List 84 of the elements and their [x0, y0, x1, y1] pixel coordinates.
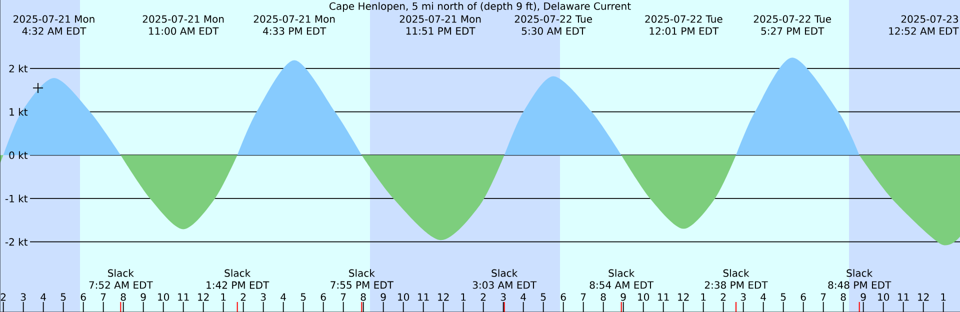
y-tick-label: 2 kt [9, 64, 28, 72]
annotation: 2:38 PM EDT [704, 281, 768, 289]
annotation: 2025-07-21 Mon [14, 15, 94, 23]
x-tick-label: 10 [638, 293, 650, 301]
x-tick-label: 2 [480, 293, 486, 301]
x-tick-label: 5 [540, 293, 546, 301]
x-tick-label: 8 [360, 293, 366, 301]
x-tick-label: 1 [221, 293, 226, 301]
annotation: 2025-07-22 Tue [645, 15, 722, 23]
annotation: Slack [608, 269, 635, 277]
x-tick-label: 3 [260, 293, 266, 301]
x-tick-label: 4 [520, 293, 526, 301]
annotation: Slack [108, 269, 134, 277]
x-tick-label: 9 [860, 293, 866, 301]
x-tick-label: 3 [20, 293, 26, 301]
x-tick-label: 2 [0, 293, 6, 301]
x-tick-label: 11 [178, 293, 189, 301]
x-tick-label: 12 [438, 293, 449, 301]
annotation: 11:51 PM EDT [406, 27, 476, 35]
x-tick-label: 9 [380, 293, 386, 301]
x-tick-label: 12 [198, 293, 209, 301]
x-tick-label: 5 [60, 293, 66, 301]
x-tick-label: 7 [340, 293, 346, 301]
annotation: 5:27 PM EDT [761, 27, 824, 35]
x-tick-label: 11 [898, 293, 909, 301]
x-tick-label: 2 [240, 293, 246, 301]
x-tick-label: 10 [878, 293, 890, 301]
y-tick-label: -2 kt [5, 238, 28, 246]
x-tick-label: 1 [701, 293, 706, 301]
x-tick-label: 6 [560, 293, 566, 301]
annotation: 2025-07-22 Tue [754, 15, 831, 23]
annotation: 2025-07-22 Tue [514, 15, 592, 23]
annotation: 12:52 AM EDT [889, 27, 959, 35]
x-tick-label: 12 [918, 293, 929, 301]
y-tick-label: -1 kt [5, 194, 28, 202]
x-tick-label: 1 [461, 293, 466, 301]
annotation: 11:00 AM EDT [149, 27, 219, 35]
x-tick-label: 10 [398, 293, 410, 301]
x-tick-label: 6 [320, 293, 326, 301]
x-tick-label: 11 [658, 293, 669, 301]
x-tick-label: 6 [80, 293, 86, 301]
x-tick-label: 8 [600, 293, 606, 301]
annotation: 2025-07-23 [901, 15, 958, 23]
x-tick-label: 7 [580, 293, 586, 301]
y-tick-label: 1 kt [10, 108, 28, 116]
x-tick-label: 4 [760, 293, 766, 301]
x-tick-label: 3 [500, 293, 506, 301]
annotation: Slack [224, 269, 251, 277]
annotation: 5:30 AM EDT [522, 27, 586, 35]
x-tick-label: 5 [300, 293, 306, 301]
annotation: Slack [723, 269, 750, 277]
annotation: 2025-07-21 Mon [400, 15, 481, 23]
x-tick-label: 6 [800, 293, 806, 301]
x-tick-label: 1 [941, 293, 946, 301]
annotation: Slack [846, 269, 873, 277]
annotation: 2025-07-21 Mon [254, 15, 335, 23]
x-tick-label: 3 [740, 293, 746, 301]
x-tick-label: 9 [140, 293, 146, 301]
annotation: Slack [349, 269, 375, 277]
annotation: 2025-07-21 Mon [142, 15, 224, 23]
annotation: Slack [492, 269, 518, 277]
annotation: 4:32 AM EDT [22, 27, 86, 35]
x-tick-label: 7 [820, 293, 826, 301]
x-tick-label: 4 [40, 293, 46, 301]
annotation: 4:33 PM EDT [263, 27, 326, 35]
annotation: 7:55 PM EDT [330, 281, 394, 289]
x-tick-label: 7 [100, 293, 106, 301]
annotation: 8:54 AM EDT [590, 281, 654, 289]
annotation: 3:03 AM EDT [472, 281, 537, 289]
annotation: 1:42 PM EDT [206, 281, 270, 289]
x-tick-label: 5 [780, 293, 786, 301]
chart-title: Cape Henlopen, 5 mi north of (depth 9 ft), Delaware Current [330, 2, 631, 12]
x-tick-label: 4 [280, 293, 286, 301]
x-tick-label: 10 [158, 293, 170, 301]
y-tick-label: 0 kt [9, 151, 28, 160]
x-tick-label: 8 [840, 293, 846, 301]
x-tick-label: 9 [620, 293, 626, 301]
x-tick-label: 2 [720, 293, 726, 301]
annotation: 12:01 PM EDT [650, 27, 719, 35]
x-tick-label: 8 [120, 293, 126, 301]
x-tick-label: 11 [418, 293, 429, 301]
annotation: 8:48 PM EDT [828, 281, 892, 289]
x-tick-label: 12 [678, 293, 689, 301]
annotation: 7:52 AM EDT [89, 281, 153, 289]
